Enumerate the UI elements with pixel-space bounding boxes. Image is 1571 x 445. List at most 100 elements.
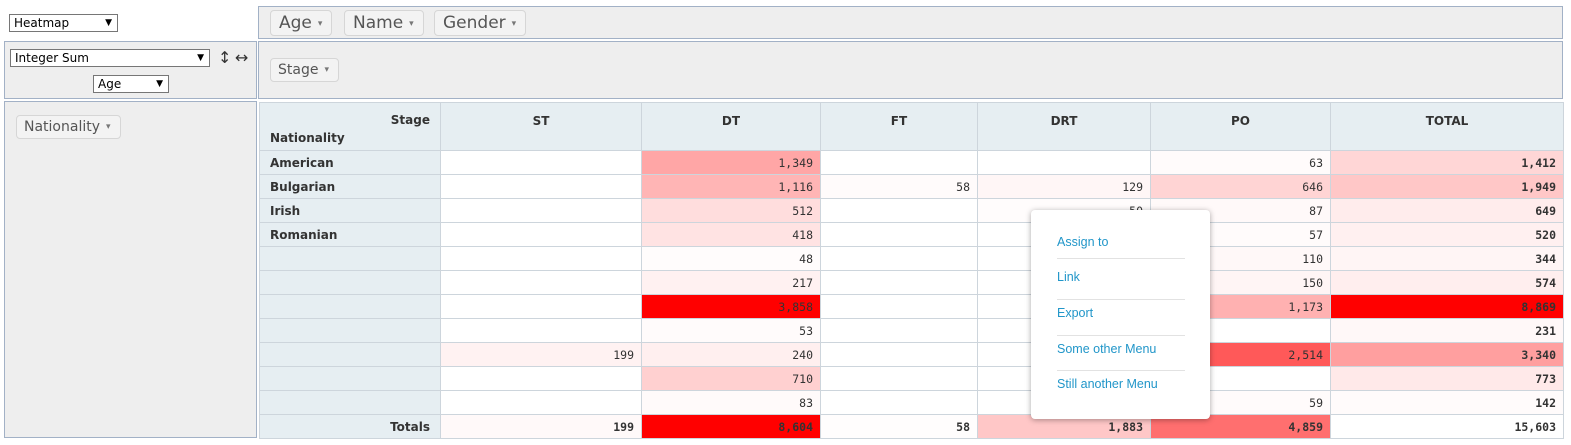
data-cell[interactable]: 63: [1150, 150, 1331, 175]
aggregator-select-value: Integer Sum: [15, 51, 89, 65]
menu-item-link[interactable]: Link: [1057, 270, 1080, 284]
column-total-cell[interactable]: 199: [440, 414, 642, 439]
data-cell[interactable]: 48: [641, 246, 821, 271]
triangle-down-icon[interactable]: ▾: [409, 19, 414, 29]
data-cell[interactable]: [820, 270, 978, 295]
data-cell[interactable]: [440, 198, 642, 223]
data-cell[interactable]: [820, 150, 978, 175]
row-header[interactable]: Irish: [259, 198, 441, 223]
column-attributes-panel: [258, 41, 1563, 99]
data-cell[interactable]: 3,858: [641, 294, 821, 319]
data-cell[interactable]: [820, 246, 978, 271]
triangle-down-icon[interactable]: ▾: [511, 19, 517, 29]
row-total-cell[interactable]: 3,340: [1330, 342, 1564, 367]
row-header[interactable]: Romanian: [259, 222, 441, 247]
row-attributes-panel: [4, 101, 257, 438]
row-total-cell[interactable]: 520: [1330, 222, 1564, 247]
row-total-cell[interactable]: 574: [1330, 270, 1564, 295]
row-total-cell[interactable]: 649: [1330, 198, 1564, 223]
grand-total-cell[interactable]: 15,603: [1330, 414, 1564, 439]
data-cell[interactable]: 53: [641, 318, 821, 343]
menu-item-still-another[interactable]: Still another Menu: [1057, 377, 1158, 391]
data-cell[interactable]: [440, 270, 642, 295]
data-cell[interactable]: 58: [820, 174, 978, 199]
data-cell[interactable]: [820, 342, 978, 367]
data-cell[interactable]: 83: [641, 390, 821, 415]
chevron-down-icon: ▼: [156, 79, 163, 89]
row-header[interactable]: [259, 294, 441, 319]
aggregator-select[interactable]: Integer Sum ▼: [10, 49, 210, 67]
data-cell[interactable]: 646: [1150, 174, 1331, 199]
table-row: 53 231: [259, 318, 1564, 343]
triangle-down-icon[interactable]: ▾: [317, 19, 323, 29]
data-cell[interactable]: 217: [641, 270, 821, 295]
data-cell[interactable]: [820, 222, 978, 247]
totals-row: Totals 199 8,604 58 1,883 4,859 15,603: [259, 414, 1564, 439]
row-total-cell[interactable]: 1,412: [1330, 150, 1564, 175]
triangle-down-icon[interactable]: ▾: [106, 122, 111, 132]
triangle-down-icon[interactable]: ▾: [324, 65, 329, 75]
row-total-cell[interactable]: 231: [1330, 318, 1564, 343]
row-header[interactable]: [259, 318, 441, 343]
data-cell[interactable]: 129: [977, 174, 1151, 199]
row-total-cell[interactable]: 142: [1330, 390, 1564, 415]
menu-divider: [1057, 370, 1185, 371]
sort-columns-icon[interactable]: ↔: [235, 48, 249, 67]
row-header[interactable]: [259, 390, 441, 415]
row-total-cell[interactable]: 8,869: [1330, 294, 1564, 319]
attribute-pill-gender[interactable]: Gender ▾: [434, 10, 527, 36]
attribute-pill-stage[interactable]: Stage ▾: [270, 58, 339, 82]
menu-item-some-other[interactable]: Some other Menu: [1057, 342, 1157, 356]
data-cell[interactable]: [440, 366, 642, 391]
row-header[interactable]: [259, 270, 441, 295]
column-header-ft[interactable]: FT: [820, 102, 978, 151]
attribute-pill-nationality[interactable]: Nationality ▾: [16, 115, 121, 139]
column-header-st[interactable]: ST: [440, 102, 642, 151]
renderer-select-value: Heatmap: [14, 16, 70, 30]
data-cell[interactable]: 710: [641, 366, 821, 391]
data-cell[interactable]: [977, 150, 1151, 175]
row-total-cell[interactable]: 1,949: [1330, 174, 1564, 199]
attribute-pill-age[interactable]: Age ▾: [270, 10, 333, 36]
row-header[interactable]: American: [259, 150, 441, 175]
data-cell[interactable]: 512: [641, 198, 821, 223]
row-total-cell[interactable]: 344: [1330, 246, 1564, 271]
sort-rows-icon[interactable]: ↕: [218, 48, 232, 67]
column-header-drt[interactable]: DRT: [977, 102, 1151, 151]
row-total-cell[interactable]: 773: [1330, 366, 1564, 391]
data-cell[interactable]: 199: [440, 342, 642, 367]
data-cell[interactable]: [440, 150, 642, 175]
row-header[interactable]: [259, 342, 441, 367]
data-cell[interactable]: [440, 174, 642, 199]
renderer-select[interactable]: Heatmap ▼: [9, 14, 118, 32]
data-cell[interactable]: 418: [641, 222, 821, 247]
data-cell[interactable]: [820, 390, 978, 415]
data-cell[interactable]: [820, 366, 978, 391]
row-header[interactable]: Bulgarian: [259, 174, 441, 199]
data-cell[interactable]: 57: [1150, 222, 1331, 247]
menu-item-export[interactable]: Export: [1057, 306, 1094, 320]
chevron-down-icon: ▼: [105, 18, 112, 28]
table-row: 217 150 574: [259, 270, 1564, 295]
column-header-po[interactable]: PO: [1150, 102, 1331, 151]
data-cell[interactable]: [440, 222, 642, 247]
table-row: 3,858 1,173 8,869: [259, 294, 1564, 319]
menu-item-assign-to[interactable]: Assign to: [1057, 235, 1109, 249]
column-header-dt[interactable]: DT: [641, 102, 821, 151]
data-cell[interactable]: 240: [641, 342, 821, 367]
aggregator-field-select[interactable]: Age ▼: [93, 75, 169, 93]
row-header[interactable]: [259, 366, 441, 391]
column-total-cell[interactable]: 58: [820, 414, 978, 439]
data-cell[interactable]: [440, 294, 642, 319]
data-cell[interactable]: [440, 318, 642, 343]
data-cell[interactable]: 1,349: [641, 150, 821, 175]
data-cell[interactable]: [820, 198, 978, 223]
attribute-pill-name[interactable]: Name ▾: [344, 10, 424, 36]
row-header[interactable]: [259, 246, 441, 271]
data-cell[interactable]: [440, 246, 642, 271]
data-cell[interactable]: 1,116: [641, 174, 821, 199]
data-cell[interactable]: [440, 390, 642, 415]
data-cell[interactable]: [820, 318, 978, 343]
data-cell[interactable]: [820, 294, 978, 319]
column-total-cell[interactable]: 8,604: [641, 414, 821, 439]
